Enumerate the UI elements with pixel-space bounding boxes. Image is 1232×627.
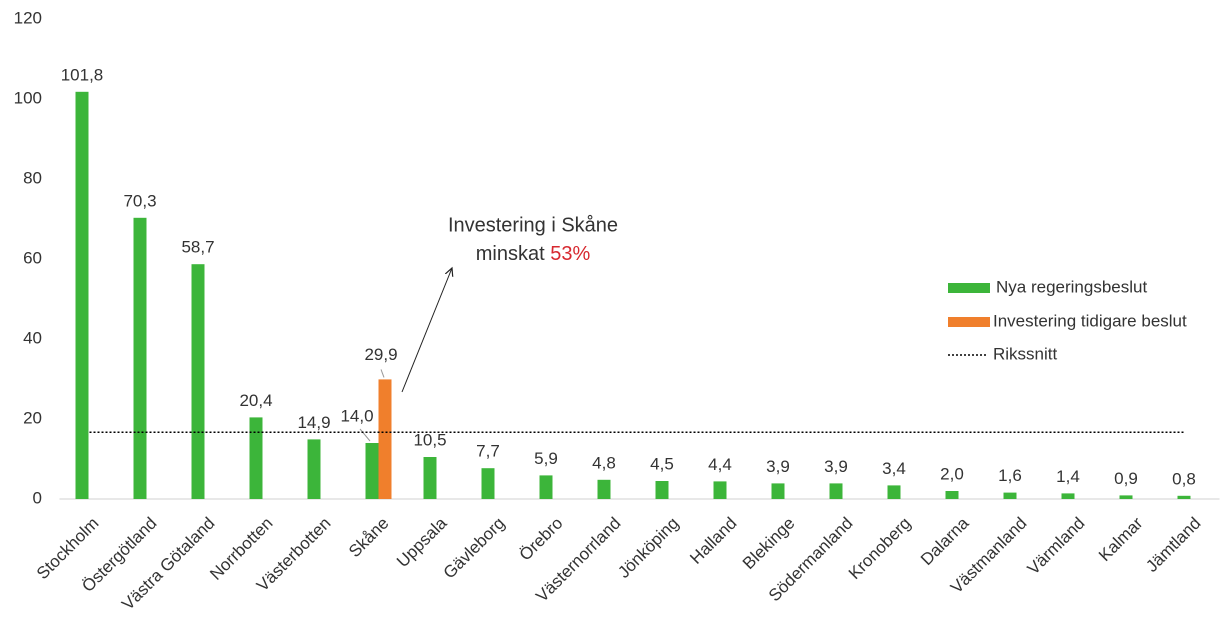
data-label: 3,9 — [766, 457, 790, 476]
annotation: Investering i Skåne — [448, 214, 618, 236]
annotation-highlight: 53% — [550, 243, 590, 265]
bar — [945, 491, 959, 499]
bar — [713, 481, 727, 499]
y-tick-label: 80 — [23, 168, 42, 187]
x-tick-label: Jönköping — [614, 514, 682, 582]
legend-swatch — [948, 283, 990, 293]
x-tick-label: Kalmar — [1095, 513, 1147, 565]
annotation-arrow — [401, 268, 452, 393]
x-tick-label: Uppsala — [393, 513, 451, 571]
y-tick-label: 60 — [23, 248, 42, 267]
annotation: minskat 53% — [476, 243, 591, 265]
data-label: 0,9 — [1114, 469, 1138, 488]
bar — [597, 479, 611, 499]
bar — [378, 379, 392, 499]
x-tick-label: Värmland — [1024, 514, 1089, 579]
data-label: 2,0 — [940, 464, 964, 483]
y-tick-label: 40 — [23, 328, 42, 347]
bar — [771, 483, 785, 499]
bar — [1003, 492, 1017, 499]
bar — [133, 217, 147, 500]
data-label: 1,6 — [998, 466, 1022, 485]
data-label: 10,5 — [413, 430, 446, 449]
bar — [829, 483, 843, 499]
bar — [307, 439, 321, 499]
data-label: 3,4 — [882, 459, 906, 478]
legend-label: Nya regeringsbeslut — [996, 277, 1147, 296]
data-label: 101,8 — [61, 65, 104, 84]
bar — [1177, 495, 1191, 499]
data-label: 14,9 — [297, 413, 330, 432]
bar — [887, 485, 901, 499]
data-label: 7,7 — [476, 442, 500, 461]
bar — [249, 417, 263, 499]
data-label: 4,8 — [592, 453, 616, 472]
bar — [365, 443, 379, 499]
bar — [655, 481, 669, 499]
bar — [539, 475, 553, 499]
data-label: 0,8 — [1172, 469, 1196, 488]
y-tick-label: 120 — [14, 8, 42, 27]
bar — [1119, 495, 1133, 499]
y-tick-label: 0 — [33, 488, 42, 507]
data-label: 3,9 — [824, 457, 848, 476]
x-tick-label: Gävleborg — [440, 514, 509, 583]
annotation: minskat — [476, 243, 545, 265]
data-label: 4,5 — [650, 454, 674, 473]
legend-label: Investering tidigare beslut — [993, 311, 1187, 330]
bar — [481, 468, 495, 499]
data-label: 58,7 — [181, 238, 214, 257]
x-tick-label: Örebro — [516, 514, 567, 565]
data-label: 1,4 — [1056, 467, 1080, 486]
data-label: 4,4 — [708, 455, 732, 474]
bar — [75, 91, 89, 500]
x-tick-label: Kronoberg — [845, 514, 915, 584]
y-tick-label: 100 — [14, 88, 42, 107]
leader-line — [380, 369, 385, 378]
x-tick-label: Jämtland — [1142, 514, 1204, 576]
x-tick-label: Blekinge — [739, 514, 799, 574]
data-label: 20,4 — [239, 391, 272, 410]
data-label: 70,3 — [123, 191, 156, 210]
x-tick-label: Halland — [686, 514, 740, 568]
bar — [191, 264, 205, 499]
bar — [423, 457, 437, 499]
leader-line — [359, 428, 371, 442]
legend-label: Rikssnitt — [993, 344, 1058, 363]
y-tick-label: 20 — [23, 408, 42, 427]
data-label: 5,9 — [534, 449, 558, 468]
bar — [1061, 493, 1075, 499]
legend-swatch — [948, 317, 990, 327]
x-tick-label: Dalarna — [917, 513, 973, 569]
data-label: 29,9 — [364, 345, 397, 364]
x-tick-label: Skåne — [345, 514, 393, 562]
data-label: 14,0 — [340, 406, 373, 425]
